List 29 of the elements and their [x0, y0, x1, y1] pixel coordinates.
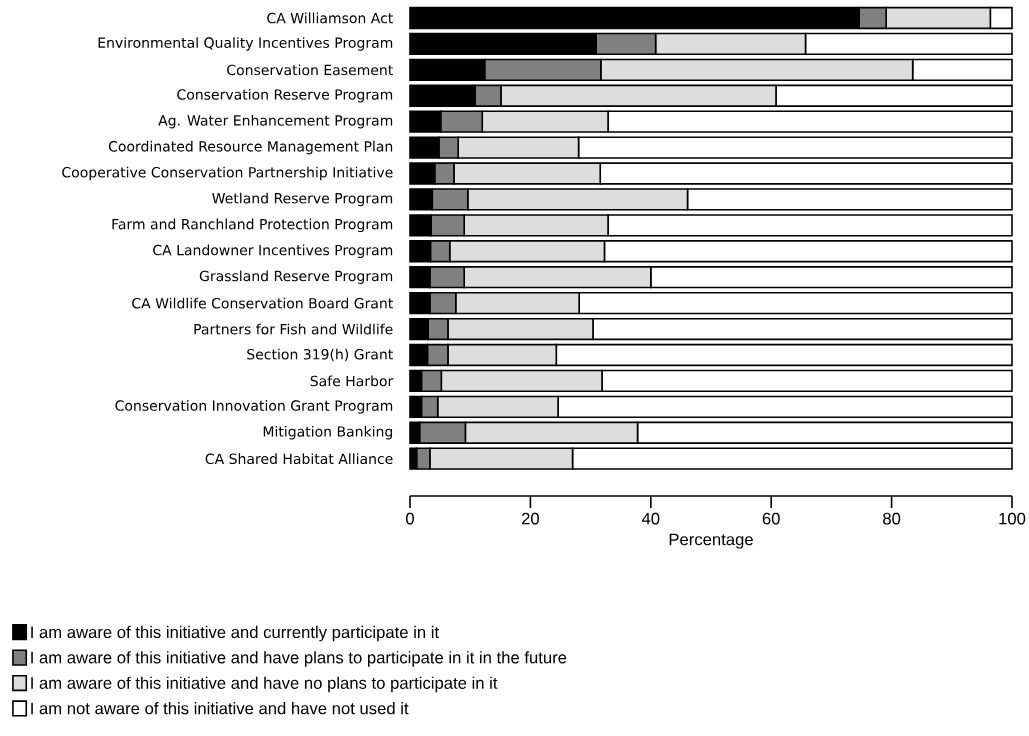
y-tick-label: CA Wildlife Conservation Board Grant: [132, 297, 393, 309]
x-tick-label: 20: [521, 512, 540, 525]
y-tick-label: Mitigation Banking: [263, 425, 393, 440]
y-tick-label: CA Williamson Act: [267, 12, 393, 24]
x-tick-label: 100: [999, 512, 1026, 525]
y-tick-label: CA Shared Habitat Alliance: [205, 453, 393, 465]
x-tick-label: 80: [883, 512, 901, 525]
legend-label: I am aware of this initiative and have no plans to participate in it: [31, 676, 498, 693]
y-tick-label: Safe Harbor: [310, 375, 394, 387]
y-tick-label: Cooperative Conservation Partnership Initiative: [62, 166, 393, 181]
y-tick-label: CA Landowner Incentives Program: [153, 244, 393, 259]
y-tick-label: Grassland Reserve Program: [199, 270, 393, 284]
legend-label: I am aware of this initiative and have plans to participate in it in the future: [31, 651, 567, 667]
x-axis-title: Percentage: [669, 533, 753, 549]
y-tick-label: Conservation Innovation Grant Program: [115, 400, 393, 414]
y-tick-label: Partners for Fish and Wildlife: [194, 323, 393, 335]
y-tick-label: Coordinated Resource Management Plan: [108, 140, 393, 155]
y-tick-label: Environmental Quality Incentives Program: [98, 37, 393, 51]
y-tick-label: Ag. Water Enhancement Program: [158, 114, 393, 129]
y-tick-label: Farm and Ranchland Protection Program: [112, 218, 393, 233]
x-tick-label: 60: [762, 512, 780, 525]
legend-label: I am aware of this initiative and currently participate in it: [31, 625, 439, 642]
x-tick-label: 0: [406, 512, 414, 525]
y-tick-label: Conservation Reserve Program: [177, 88, 393, 103]
y-tick-label: Conservation Easement: [227, 64, 393, 76]
legend-label: I am not aware of this initiative and have not used it: [31, 702, 409, 715]
y-tick-label: Wetland Reserve Program: [212, 192, 393, 207]
x-tick-label: 40: [641, 512, 660, 525]
y-tick-label: Section 319(h) Grant: [247, 348, 393, 362]
